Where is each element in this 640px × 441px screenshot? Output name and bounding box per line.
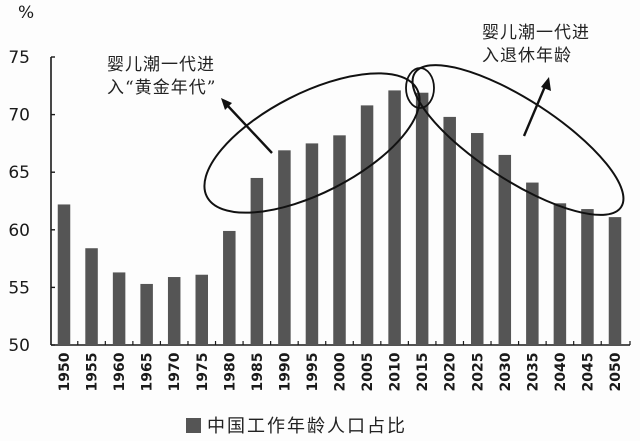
golden-age-ellipse: [203, 72, 421, 214]
x-tick-label: 1995: [305, 353, 321, 392]
legend-swatch: [186, 417, 201, 433]
annotation-retire-line2: 入退休年龄: [482, 46, 572, 66]
bar-1990: [278, 150, 291, 345]
x-tick-label: 1980: [222, 352, 238, 391]
bar-1975: [195, 274, 208, 345]
golden-age-arrowhead-icon: [221, 98, 232, 110]
bar-2015: [415, 92, 429, 345]
bar-2020: [443, 116, 456, 346]
x-tick-label: 2040: [553, 352, 569, 391]
golden-age-arrow: [226, 104, 273, 154]
bar-2035: [526, 182, 539, 345]
x-tick-label: 1970: [167, 352, 183, 391]
x-tick-label: 2015: [415, 353, 431, 392]
annotation-golden-line1: 婴儿潮一代进: [107, 55, 215, 75]
bar-2040: [553, 203, 567, 345]
bar-1950: [57, 204, 71, 345]
bar-1965: [140, 283, 153, 345]
bar-2050: [608, 217, 622, 345]
bar-1970: [167, 277, 181, 345]
x-tick-label: 1950: [57, 352, 73, 391]
bar-1980: [223, 230, 236, 345]
y-unit-label: %: [18, 3, 34, 23]
bar-2025: [471, 133, 484, 345]
x-tick-label: 2020: [443, 352, 459, 391]
bar-2010: [388, 90, 401, 346]
x-tick-label: 1965: [140, 353, 156, 392]
chart-legend: 中国工作年龄人口占比: [186, 412, 407, 438]
x-tick-label: 1985: [250, 353, 266, 392]
x-tick-label: 2010: [388, 352, 404, 391]
x-tick-label: 1955: [85, 353, 101, 392]
x-tick-label: 1990: [277, 352, 293, 391]
y-tick-label: 60: [8, 221, 30, 241]
retirement-arrow: [522, 83, 548, 137]
y-tick-label: 65: [8, 163, 30, 183]
x-tick-label: 2030: [498, 352, 514, 391]
annotation-golden-age: 婴儿潮一代进 入“黄金年代”: [107, 54, 216, 100]
legend-label: 中国工作年龄人口占比: [207, 416, 407, 437]
y-tick-label: 55: [8, 278, 30, 298]
x-tick-label: 2035: [525, 353, 541, 392]
y-tick-label: 70: [8, 106, 30, 126]
bar-2000: [333, 135, 346, 345]
annotation-retire-line1: 婴儿潮一代进: [482, 23, 590, 43]
y-tick-label: 50: [8, 336, 30, 356]
annotation-retirement: 婴儿潮一代进 入退休年龄: [482, 22, 590, 68]
x-tick-label: 2045: [580, 353, 596, 392]
x-tick-label: 1960: [112, 352, 128, 391]
bar-1985: [250, 177, 264, 345]
bar-1960: [112, 272, 126, 345]
x-tick-label: 2000: [333, 352, 349, 391]
retirement-arrowhead-icon: [541, 77, 551, 91]
x-tick-label: 2025: [470, 353, 486, 392]
bar-2005: [360, 105, 374, 345]
y-tick-label: 75: [8, 48, 30, 68]
bar-1955: [85, 248, 98, 345]
x-tick-label: 2050: [608, 352, 624, 391]
retirement-ellipse: [411, 64, 625, 216]
annotation-golden-line2: 入“黄金年代”: [107, 78, 217, 98]
bar-1995: [305, 143, 319, 345]
x-tick-label: 2005: [360, 353, 376, 392]
bar-2045: [581, 209, 594, 345]
bar-2030: [498, 154, 512, 345]
peak-loop: [405, 67, 435, 109]
x-tick-label: 1975: [195, 353, 211, 392]
